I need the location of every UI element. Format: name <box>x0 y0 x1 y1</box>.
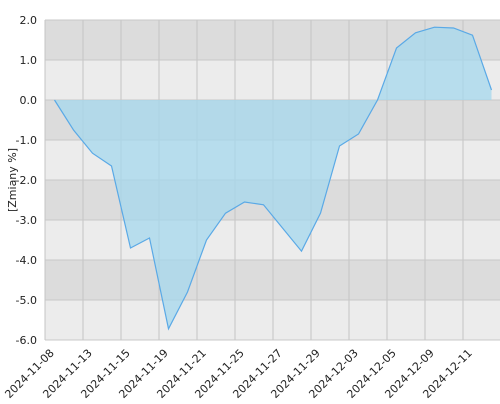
y-axis-label: [Zmiany %] <box>6 148 19 212</box>
y-tick-label: -4.0 <box>16 254 37 267</box>
line <box>53 26 493 331</box>
y-tick-label: -5.0 <box>16 294 37 307</box>
y-tick-label: -2.0 <box>16 174 37 187</box>
area <box>54 27 492 329</box>
y-tick-label: -1.0 <box>16 134 37 147</box>
y-tick-label: -6.0 <box>16 334 37 347</box>
y-tick-label: 2.0 <box>20 14 38 27</box>
y-tick-label: 0.0 <box>20 94 38 107</box>
y-tick-label: 1.0 <box>20 54 38 67</box>
y-tick-label: -3.0 <box>16 214 37 227</box>
